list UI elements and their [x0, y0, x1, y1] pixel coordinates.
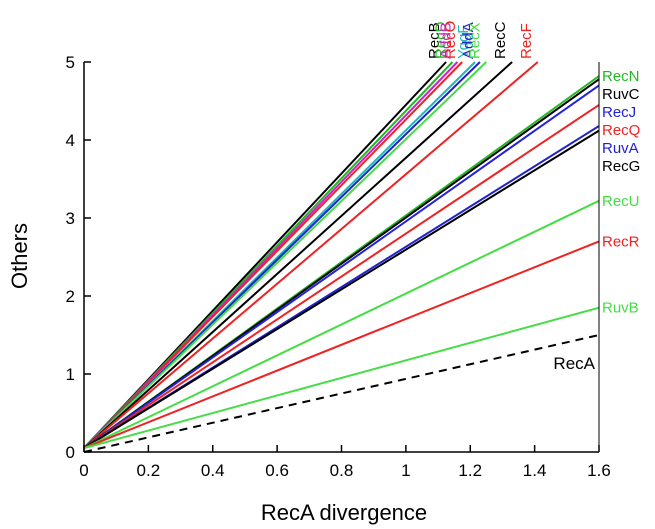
x-tick-label: 0: [79, 461, 88, 480]
series-label-recd: RecD: [433, 21, 450, 59]
y-tick-label: 0: [66, 443, 75, 462]
series-line-recj: [83, 84, 600, 449]
series-label-ruvb: RuvB: [602, 300, 639, 317]
x-tick-label: 0.8: [330, 461, 354, 480]
x-tick-label: 0.6: [265, 461, 289, 480]
x-tick-label: 1.4: [523, 461, 547, 480]
y-tick-label: 1: [66, 365, 75, 384]
x-axis-title: RecA divergence: [261, 500, 427, 525]
y-tick-label: 2: [66, 287, 75, 306]
series-label-addb: AddB: [437, 22, 454, 59]
series-label-reca: RecA: [553, 354, 595, 373]
series-line-ruvb: [83, 306, 600, 450]
series-label-recb: RecB: [426, 22, 443, 59]
axis-layer: 0 0.2 0.4 0.6 0.8 1 1.2 1.4 1.6 0 1 2 3 4 5: [66, 53, 611, 480]
series-label-adda: AddA: [460, 22, 477, 59]
series-label-recc: RecC: [492, 21, 509, 59]
series-label-recx: RecX: [466, 22, 483, 59]
series-label-recf: RecF: [518, 23, 535, 59]
series-label-ruvc: RuvC: [602, 86, 640, 103]
y-tick-label: 3: [66, 209, 75, 228]
y-tick-label: 4: [66, 131, 75, 150]
y-axis-title: Others: [7, 223, 32, 289]
series-label-yqgf: YqgF: [455, 25, 472, 59]
series-label-recj: RecJ: [602, 104, 636, 121]
series-line-recx: [83, 61, 487, 449]
series-line-recf: [83, 61, 539, 449]
series-label-recq: RecQ: [602, 122, 640, 139]
y-tick-label: 5: [66, 53, 75, 72]
series-label-reco: RecO: [442, 21, 459, 59]
x-tick-label: 1.6: [587, 461, 611, 480]
series-line-recg: [83, 129, 600, 449]
series-label-recr: RecR: [602, 233, 640, 250]
x-tick-label: 1: [401, 461, 410, 480]
series-line-recc: [83, 61, 513, 449]
series-line-reco: [83, 61, 463, 449]
series-line-recq: [83, 104, 600, 449]
x-tick-label: 1.2: [458, 461, 482, 480]
series-layer: [83, 61, 600, 453]
series-label-ruva: RuvA: [602, 140, 639, 157]
x-tick-label: 0.2: [137, 461, 161, 480]
series-label-recn: RecN: [602, 68, 640, 85]
series-line-reca: [83, 334, 600, 453]
series-line-recu: [83, 199, 600, 450]
series-label-recu: RecU: [602, 193, 640, 210]
series-line-recr: [83, 240, 600, 450]
x-tick-label: 0.4: [201, 461, 225, 480]
series-label-recg: RecG: [602, 158, 640, 175]
